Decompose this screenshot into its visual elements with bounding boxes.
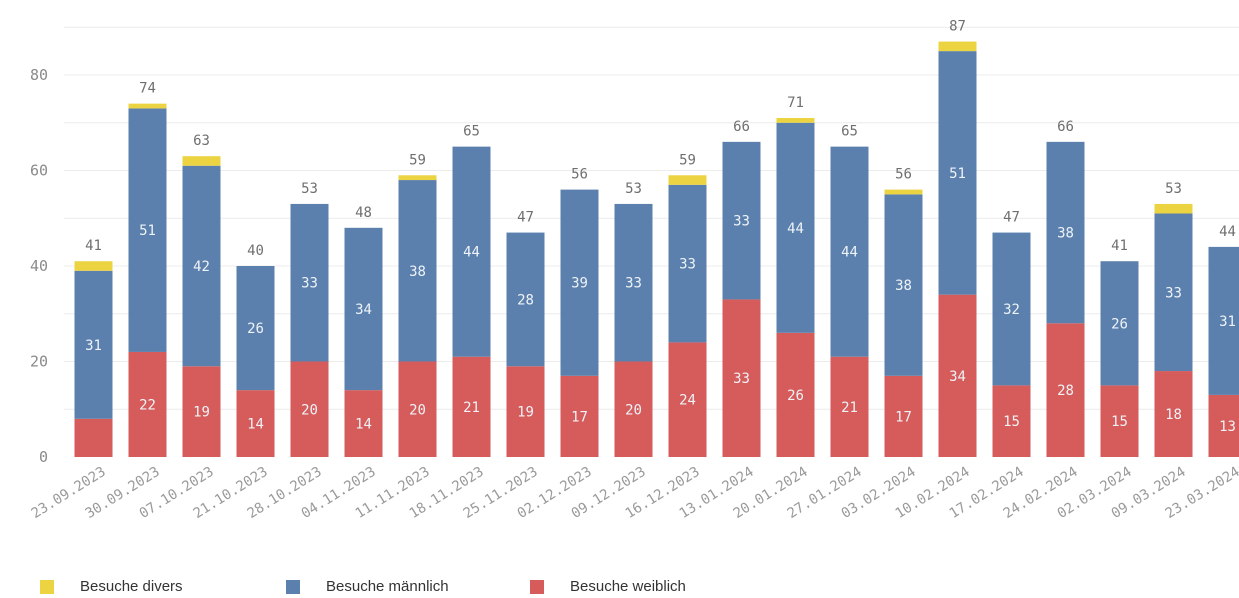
segment-value-label: 34 <box>355 302 372 318</box>
segment-value-label: 28 <box>517 292 534 308</box>
bar-segment[interactable] <box>885 190 923 195</box>
stacked-bar-chart: 0 20 40 60 80 31 41 22 51 74 19 42 63 14 26 40 20 33 53 14… <box>0 0 1239 575</box>
legend-swatch-maennlich <box>286 580 300 594</box>
bar-total-label: 47 <box>517 210 534 226</box>
segment-value-label: 20 <box>625 402 642 418</box>
segment-value-label: 33 <box>1165 285 1182 301</box>
segment-value-label: 42 <box>193 259 210 275</box>
segment-value-label: 18 <box>1165 407 1182 423</box>
legend-label-maennlich: Besuche männlich <box>326 578 449 595</box>
bar-total-label: 71 <box>787 95 804 111</box>
segment-value-label: 15 <box>1111 414 1128 430</box>
x-axis: 23.09.202330.09.202307.10.202321.10.2023… <box>29 464 1239 522</box>
bar-segment[interactable] <box>939 42 977 52</box>
bar-total-label: 59 <box>679 152 696 168</box>
bar-total-label: 87 <box>949 19 966 35</box>
bar-total-label: 44 <box>1219 224 1236 240</box>
segment-value-label: 33 <box>733 214 750 230</box>
legend-swatch-weiblich <box>530 580 544 594</box>
legend-swatch-divers <box>40 580 54 594</box>
bar-total-label: 48 <box>355 205 372 221</box>
segment-value-label: 17 <box>895 409 912 425</box>
y-tick-label: 80 <box>30 66 48 84</box>
bar-total-label: 66 <box>1057 119 1074 135</box>
segment-value-label: 20 <box>301 402 318 418</box>
bar-total-label: 56 <box>895 167 912 183</box>
segment-value-label: 51 <box>139 223 156 239</box>
segment-value-label: 51 <box>949 166 966 182</box>
bar-total-label: 63 <box>193 133 210 149</box>
segment-value-label: 44 <box>787 221 804 237</box>
segment-value-label: 34 <box>949 369 966 385</box>
bar-segment[interactable] <box>777 118 815 123</box>
bar-segment[interactable] <box>75 419 113 457</box>
bar-total-label: 53 <box>1165 181 1182 197</box>
bar-segment[interactable] <box>75 261 113 271</box>
legend: Besuche divers Besuche männlich Besuche … <box>0 578 1239 598</box>
segment-value-label: 33 <box>301 276 318 292</box>
segment-value-label: 26 <box>247 321 264 337</box>
bar-total-label: 74 <box>139 81 156 97</box>
segment-value-label: 22 <box>139 397 156 413</box>
y-axis: 0 20 40 60 80 <box>30 66 48 466</box>
bar-total-label: 40 <box>247 243 264 259</box>
segment-value-label: 28 <box>1057 383 1074 399</box>
y-tick-label: 60 <box>30 162 48 180</box>
bar-total-label: 65 <box>463 124 480 140</box>
bar-total-label: 53 <box>625 181 642 197</box>
legend-item-maennlich[interactable]: Besuche männlich <box>286 578 449 595</box>
bar-total-label: 41 <box>1111 238 1128 254</box>
legend-item-divers[interactable]: Besuche divers <box>40 578 183 595</box>
y-tick-label: 0 <box>39 448 48 466</box>
legend-item-weiblich[interactable]: Besuche weiblich <box>530 578 686 595</box>
segment-value-label: 44 <box>841 245 858 261</box>
y-tick-label: 20 <box>30 353 48 371</box>
segment-value-label: 32 <box>1003 302 1020 318</box>
segment-value-label: 17 <box>571 409 588 425</box>
segment-value-label: 20 <box>409 402 426 418</box>
bar-segment[interactable] <box>669 175 707 185</box>
bar-total-label: 65 <box>841 124 858 140</box>
segment-value-label: 14 <box>355 417 372 433</box>
segment-value-label: 14 <box>247 417 264 433</box>
segment-value-label: 38 <box>1057 226 1074 242</box>
segment-value-label: 44 <box>463 245 480 261</box>
segment-value-label: 31 <box>1219 314 1236 330</box>
segment-value-label: 26 <box>1111 316 1128 332</box>
segment-value-label: 33 <box>625 276 642 292</box>
segment-value-label: 15 <box>1003 414 1020 430</box>
segment-value-label: 33 <box>679 257 696 273</box>
segment-value-label: 19 <box>517 405 534 421</box>
legend-label-divers: Besuche divers <box>80 578 183 595</box>
bar-total-label: 53 <box>301 181 318 197</box>
bar-total-label: 41 <box>85 238 102 254</box>
segment-value-label: 38 <box>409 264 426 280</box>
segment-value-label: 21 <box>463 400 480 416</box>
bar-segment[interactable] <box>399 175 437 180</box>
segment-value-label: 26 <box>787 388 804 404</box>
bar-segment[interactable] <box>1155 204 1193 214</box>
segment-value-label: 39 <box>571 276 588 292</box>
segment-value-label: 19 <box>193 405 210 421</box>
y-tick-label: 40 <box>30 257 48 275</box>
segment-value-label: 24 <box>679 393 696 409</box>
segment-value-label: 13 <box>1219 419 1236 435</box>
bar-total-label: 56 <box>571 167 588 183</box>
bar-segment[interactable] <box>129 104 167 109</box>
legend-label-weiblich: Besuche weiblich <box>570 578 686 595</box>
segment-value-label: 31 <box>85 338 102 354</box>
segment-value-label: 38 <box>895 278 912 294</box>
bar-segment[interactable] <box>183 156 221 166</box>
segment-value-label: 33 <box>733 371 750 387</box>
bar-total-label: 47 <box>1003 210 1020 226</box>
bar-total-label: 66 <box>733 119 750 135</box>
bar-total-label: 59 <box>409 152 426 168</box>
segment-value-label: 21 <box>841 400 858 416</box>
